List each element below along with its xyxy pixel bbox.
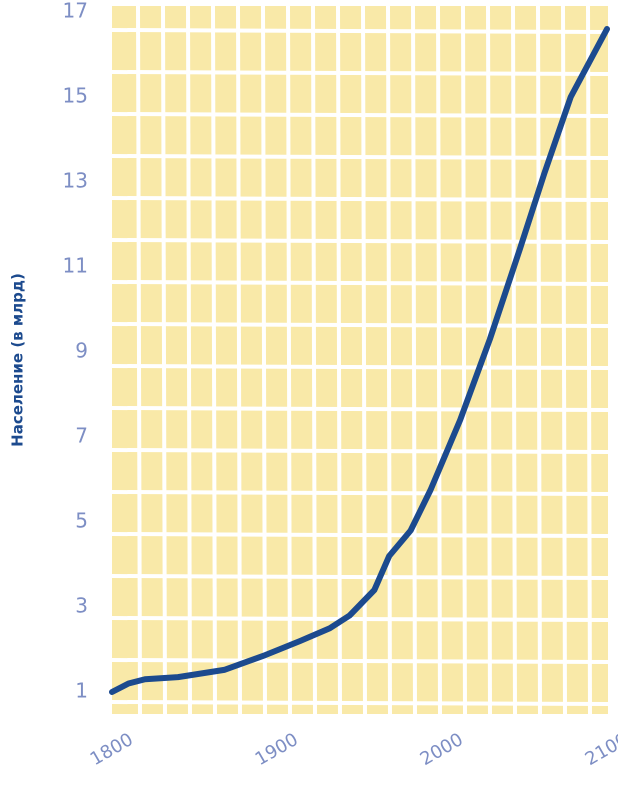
y-tick-label: 13 <box>63 169 88 193</box>
grid-stroke <box>111 616 609 622</box>
grid-stroke <box>111 532 609 538</box>
grid-stroke <box>111 196 609 202</box>
grid-stroke <box>161 5 167 715</box>
grid-stroke <box>336 5 342 715</box>
y-tick-label: 3 <box>75 594 88 618</box>
grid-stroke <box>461 5 467 715</box>
x-tick-label: 1800 <box>87 729 137 770</box>
grid-stroke <box>111 238 609 244</box>
y-tick-label: 5 <box>75 509 88 533</box>
y-tick-label: 11 <box>63 254 88 278</box>
grid-stroke <box>136 5 142 715</box>
x-tick-label: 2000 <box>417 729 467 770</box>
grid-stroke <box>111 70 609 76</box>
data-line <box>109 26 610 695</box>
grid-stroke <box>111 280 609 286</box>
grid-stroke <box>511 5 517 715</box>
grid-stroke <box>261 5 267 715</box>
grid-stroke <box>436 5 442 715</box>
grid-stroke <box>536 5 542 715</box>
grid-stroke <box>486 5 492 715</box>
grid-stroke <box>186 5 192 715</box>
grid-stroke <box>111 700 609 706</box>
y-tick-label: 9 <box>75 339 88 363</box>
plot-background <box>112 6 608 714</box>
grid-stroke <box>111 322 609 328</box>
grid-stroke <box>211 5 217 715</box>
y-axis-label: Население (в млрд) <box>9 273 27 447</box>
grid-stroke <box>386 5 392 715</box>
grid-stroke <box>586 5 592 715</box>
grid-stroke <box>111 112 609 118</box>
x-tick-label: 2100 <box>582 729 618 770</box>
grid-stroke <box>236 5 242 715</box>
y-tick-label: 1 <box>75 679 88 703</box>
grid-stroke <box>286 5 292 715</box>
x-tick-label: 1900 <box>252 729 302 770</box>
grid-stroke <box>111 406 609 412</box>
grid-stroke <box>111 448 609 454</box>
grid-stroke <box>111 574 609 580</box>
grid-stroke <box>111 490 609 496</box>
y-tick-label: 17 <box>63 0 88 23</box>
grid-stroke <box>111 154 609 160</box>
grid-stroke <box>411 5 417 715</box>
grid-stroke <box>111 658 609 664</box>
grid-stroke <box>111 364 609 370</box>
grid-pattern <box>111 5 609 715</box>
y-tick-label: 15 <box>63 84 88 108</box>
grid-stroke <box>311 5 317 715</box>
grid-stroke <box>111 28 609 34</box>
grid-stroke <box>361 5 367 715</box>
y-tick-label: 7 <box>75 424 88 448</box>
